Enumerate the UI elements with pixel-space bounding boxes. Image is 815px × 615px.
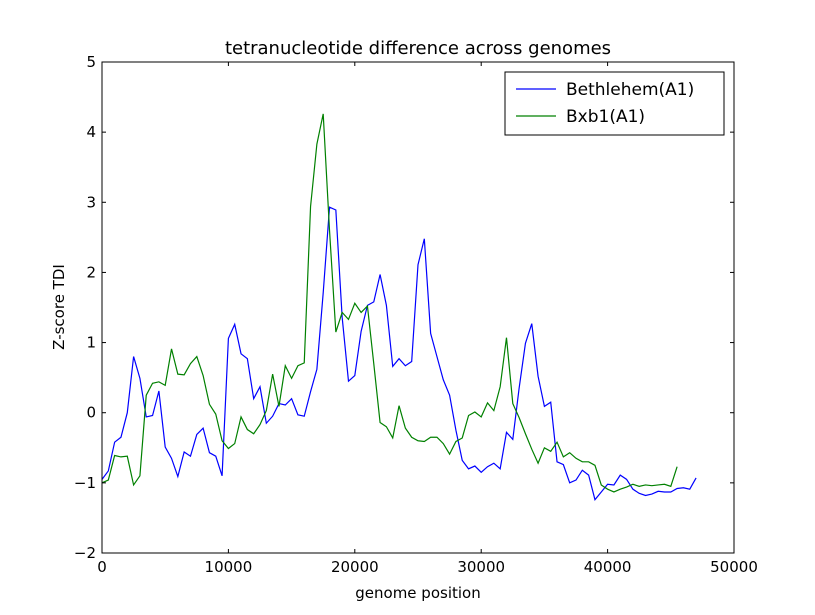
x-axis-label: genome position: [355, 584, 480, 602]
x-tick-label-4: 40000: [584, 558, 632, 576]
y-tick-label-7: 5: [86, 53, 96, 71]
series-line-0: [101, 206, 697, 501]
y-tick-label-2: 0: [86, 404, 96, 422]
y-tick-label-5: 3: [86, 193, 96, 211]
legend: Bethlehem(A1) Bxb1(A1): [504, 71, 725, 136]
ticks-layer: 0 10000 20000 30000 40000 50000 −2 −1 0 1 2 3 4 5: [74, 53, 758, 576]
x-tick-label-3: 30000: [457, 558, 505, 576]
x-tick-label-5: 50000: [710, 558, 758, 576]
series-line-1: [101, 113, 678, 493]
y-tick-label-1: −1: [74, 474, 96, 492]
y-tick-label-6: 4: [86, 123, 96, 141]
series-layer: [101, 113, 697, 501]
y-tick-label-4: 2: [86, 263, 96, 281]
legend-entry-1: Bxb1(A1): [566, 107, 645, 127]
plot-background: [102, 62, 734, 553]
y-tick-label-3: 1: [86, 334, 96, 352]
x-tick-label-1: 10000: [205, 558, 253, 576]
y-axis-label: Z-score TDI: [50, 264, 68, 350]
y-tick-label-0: −2: [74, 544, 96, 562]
legend-box: [504, 71, 725, 136]
chart-title: tetranucleotide difference across genome…: [225, 38, 611, 59]
x-tick-label-2: 20000: [331, 558, 379, 576]
legend-entry-0: Bethlehem(A1): [566, 80, 694, 100]
plot-frame: [101, 61, 735, 554]
x-tick-label-0: 0: [97, 558, 107, 576]
